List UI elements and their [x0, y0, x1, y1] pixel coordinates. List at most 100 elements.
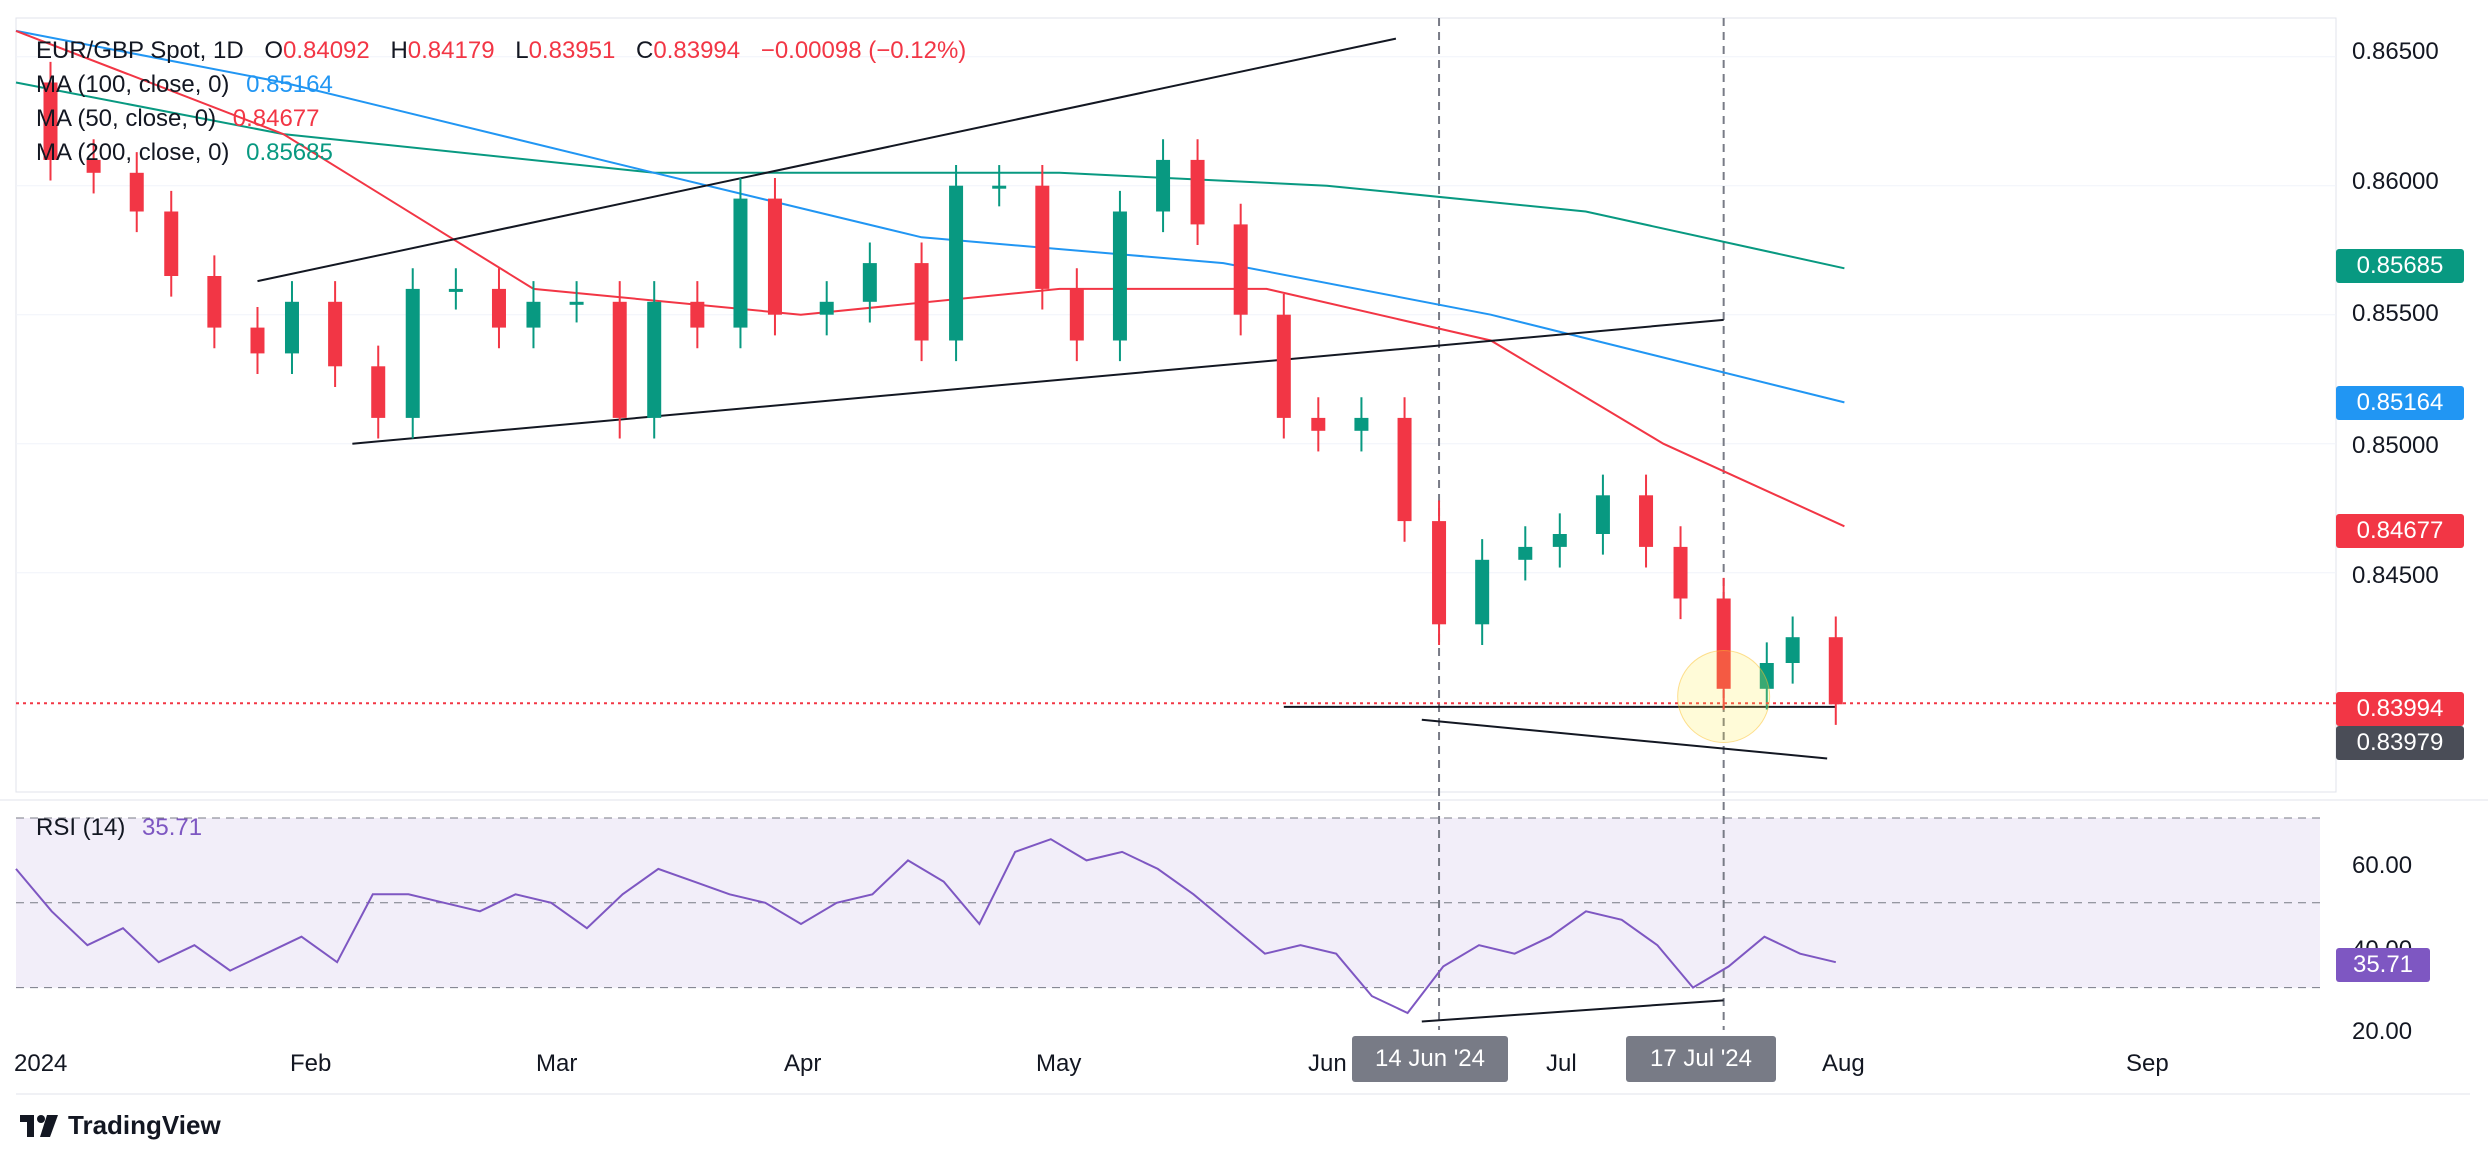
price-axis-label: 0.85500 [2352, 300, 2439, 327]
candle-body [992, 185, 1007, 189]
ma100-price-tag: 0.85164 [2336, 386, 2464, 420]
trend-line [257, 37, 1397, 283]
ma200-legend[interactable]: MA (200, close, 0) 0.85685 [36, 136, 966, 170]
ma100-value: 0.85164 [246, 71, 333, 98]
ma100-label: MA (100, close, 0) [36, 71, 230, 98]
time-axis-label: Apr [784, 1050, 822, 1077]
rsi-axis-label: 20.00 [2352, 1018, 2413, 1045]
rsi-axis-label: 60.00 [2352, 852, 2413, 879]
candle-body [1595, 495, 1610, 534]
candle-body [949, 185, 964, 341]
candle-body [491, 288, 506, 328]
candle-body [612, 301, 627, 418]
ma200-label: MA (200, close, 0) [36, 139, 230, 166]
low-label: L [515, 37, 529, 64]
time-axis-label: May [1036, 1050, 1082, 1077]
candle-body [1112, 211, 1127, 341]
candle-body [1190, 159, 1205, 225]
candle-body [569, 301, 584, 305]
time-axis-label: Sep [2126, 1050, 2169, 1077]
ma50-value: 0.84677 [232, 105, 320, 132]
ma-line [15, 29, 1845, 404]
candle-body [1639, 495, 1654, 547]
candle-body [448, 288, 463, 292]
candle-body [1311, 417, 1326, 431]
candle-body [690, 301, 705, 328]
candle-body [526, 301, 541, 328]
close-value: 0.83994 [653, 37, 741, 64]
candle-body [1397, 417, 1412, 522]
candle-body [1518, 546, 1533, 560]
candle-body [733, 198, 748, 328]
candle-body [1354, 417, 1369, 431]
rsi-trend-line [1421, 999, 1724, 1023]
candle-body [328, 301, 343, 367]
highlight-circle [1677, 650, 1771, 744]
candle-body [86, 159, 101, 173]
candle-body [1759, 663, 1774, 689]
ma-line [15, 29, 1845, 528]
candle-body [1475, 559, 1490, 625]
candle-body [914, 263, 929, 341]
symbol-label[interactable]: EUR/GBP Spot, 1D [36, 37, 244, 64]
candle-body [207, 276, 222, 328]
candle-body [405, 288, 420, 418]
high-value: 0.84179 [407, 37, 495, 64]
tradingview-icon [20, 1114, 58, 1137]
change-value: −0.00098 (−0.12%) [760, 37, 967, 64]
ma200-price-tag: 0.85685 [2336, 249, 2464, 283]
chart-legend: EUR/GBP Spot, 1D O0.84092 H0.84179 L0.83… [36, 34, 966, 170]
candle-body [1156, 159, 1171, 212]
open-label: O [264, 37, 283, 64]
ma200-value: 0.85685 [246, 139, 333, 166]
candle-body [284, 301, 299, 354]
trend-line [1421, 718, 1828, 760]
candle-body [1432, 521, 1447, 625]
ohlc-row: EUR/GBP Spot, 1D O0.84092 H0.84179 L0.83… [36, 34, 966, 68]
candle-body [1716, 598, 1731, 689]
level-price-tag: 0.83979 [2336, 726, 2464, 760]
time-axis-label: Jul [1546, 1050, 1577, 1077]
candle-body [1233, 224, 1248, 315]
candle-body [1035, 185, 1050, 289]
close-label: C [636, 37, 654, 64]
brand-name: TradingView [68, 1110, 221, 1140]
candle-body [371, 366, 386, 418]
rsi-line [15, 838, 1837, 1015]
candle-body [1276, 314, 1291, 418]
trend-line [352, 318, 1724, 445]
time-axis-label: Jun [1308, 1050, 1347, 1077]
rsi-value-tag: 35.71 [2336, 948, 2430, 982]
candle-body [647, 301, 662, 418]
candle-body [1785, 637, 1800, 663]
price-axis-label: 0.84500 [2352, 562, 2439, 589]
time-axis-label: Aug [1822, 1050, 1865, 1077]
last-price-tag: 0.83994 [2336, 692, 2464, 726]
candle-body [250, 327, 265, 354]
candle-body [819, 301, 834, 315]
candle-body [1552, 534, 1567, 547]
time-axis-label: 2024 [14, 1050, 68, 1077]
tradingview-logo[interactable]: TradingView [20, 1110, 221, 1141]
ma50-label: MA (50, close, 0) [36, 105, 217, 132]
price-axis-label: 0.86000 [2352, 168, 2439, 195]
candle-body [129, 172, 144, 212]
date-marker-jul17: 17 Jul '24 [1626, 1036, 1776, 1082]
rsi-legend[interactable]: RSI (14) 35.71 [36, 814, 202, 842]
time-axis-label: Feb [290, 1050, 332, 1077]
low-value: 0.83951 [528, 37, 616, 64]
candle-body [164, 211, 179, 276]
ma50-price-tag: 0.84677 [2336, 514, 2464, 548]
ma50-legend[interactable]: MA (50, close, 0) 0.84677 [36, 102, 966, 136]
date-marker-jun14: 14 Jun '24 [1352, 1036, 1508, 1082]
price-axis-label: 0.86500 [2352, 38, 2439, 65]
time-axis-label: Mar [536, 1050, 578, 1077]
candle-body [43, 82, 58, 160]
price-axis-label: 0.85000 [2352, 432, 2439, 459]
rsi-label: RSI (14) [36, 814, 126, 841]
candle-body [767, 198, 782, 315]
candle-body [1069, 288, 1084, 341]
candle-body [1828, 637, 1843, 705]
ma100-legend[interactable]: MA (100, close, 0) 0.85164 [36, 68, 966, 102]
